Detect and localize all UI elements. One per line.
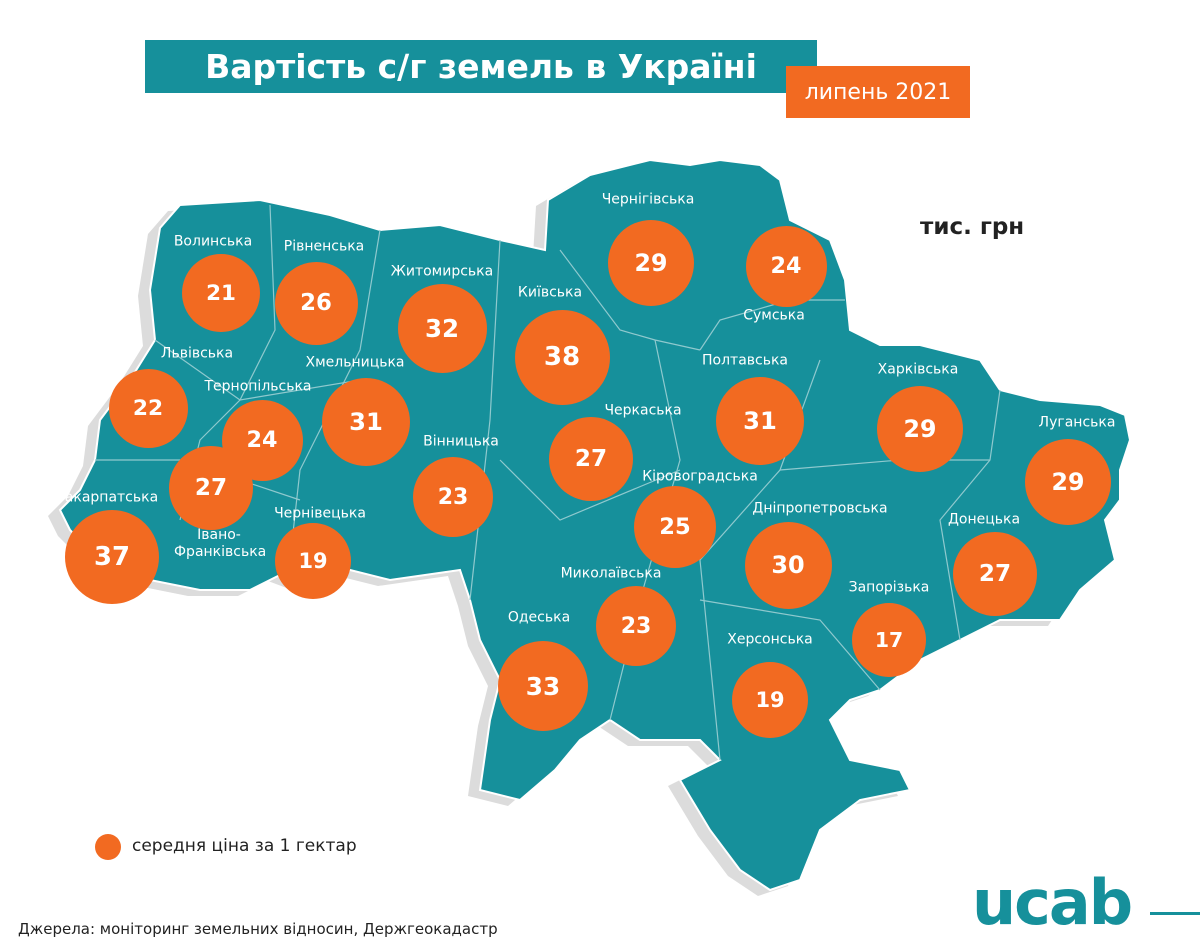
price-value: 23 — [437, 484, 469, 510]
region-name: Дніпропетровська — [752, 500, 888, 517]
region-name: Волинська — [173, 233, 253, 250]
region-name: Полтавська — [701, 352, 789, 369]
price-bubble: 33 — [498, 641, 588, 731]
price-bubble: 27 — [549, 417, 633, 501]
price-value: 23 — [620, 613, 652, 639]
price-value: 24 — [770, 253, 802, 279]
price-value: 32 — [424, 313, 460, 343]
price-value: 38 — [543, 342, 581, 372]
region-name: Одеська — [507, 609, 571, 626]
logo-line — [1150, 912, 1200, 915]
price-value: 24 — [246, 427, 278, 453]
price-bubble: 30 — [744, 521, 832, 609]
price-value: 27 — [194, 475, 228, 501]
title: Вартість с/г земель в Україні — [145, 40, 817, 93]
region-name: Львівська — [160, 345, 234, 362]
region-name: Івано-Франківська — [174, 527, 267, 560]
price-bubble: 29 — [1025, 439, 1111, 525]
price-bubble: 22 — [108, 368, 188, 448]
legend-label: середня ціна за 1 гектар — [132, 836, 357, 856]
date-badge: липень 2021 — [786, 66, 970, 118]
price-value: 19 — [755, 688, 785, 712]
price-bubble: 37 — [65, 510, 159, 604]
region-name: Запорізька — [848, 579, 930, 596]
price-bubble: 21 — [182, 254, 260, 332]
region-name: Донецька — [947, 511, 1021, 528]
price-bubble: 17 — [852, 603, 926, 677]
price-bubble: 23 — [596, 586, 676, 666]
region-name: Хмельницька — [305, 354, 405, 371]
unit-label: тис. грн — [920, 214, 1025, 240]
price-value: 26 — [300, 290, 332, 316]
legend-marker — [95, 834, 121, 860]
region-name: Харківська — [877, 361, 959, 378]
region-name: Луганська — [1038, 414, 1116, 431]
price-bubble: 31 — [716, 377, 804, 465]
region-name: Тернопільська — [204, 378, 312, 395]
price-bubble: 19 — [275, 523, 351, 599]
region-name: Миколаївська — [560, 565, 662, 582]
region-name: Рівненська — [283, 238, 365, 255]
price-value: 37 — [94, 542, 130, 572]
region-name: Київська — [517, 284, 583, 301]
price-bubble: 27 — [953, 532, 1037, 616]
price-bubble: 29 — [877, 386, 963, 472]
price-value: 19 — [298, 549, 328, 573]
price-value: 21 — [206, 280, 236, 306]
region-name: Чернівецька — [274, 505, 366, 522]
region-name: Сумська — [743, 307, 805, 324]
region-name: Черкаська — [604, 402, 682, 419]
price-value: 31 — [349, 408, 383, 436]
price-value: 30 — [771, 551, 805, 579]
region-name: Вінницька — [423, 433, 499, 450]
price-bubble: 24 — [745, 225, 827, 307]
logo: ucab — [972, 866, 1133, 939]
region-name: Житомирська — [390, 263, 494, 280]
price-bubble: 27 — [169, 446, 253, 530]
price-bubble: 19 — [732, 662, 808, 738]
price-value: 29 — [634, 249, 668, 277]
price-value: 17 — [874, 628, 904, 652]
price-bubble: 38 — [514, 309, 610, 405]
price-value: 31 — [743, 407, 777, 435]
price-bubble: 29 — [608, 220, 694, 306]
region-name: Кіровоградська — [642, 468, 758, 485]
region-name: Чернігівська — [601, 191, 695, 208]
source: Джерела: моніторинг земельних відносин, … — [18, 920, 498, 938]
price-value: 29 — [1051, 468, 1085, 496]
price-value: 22 — [132, 395, 164, 421]
price-bubble: 23 — [413, 457, 493, 537]
price-bubble: 32 — [397, 283, 487, 373]
price-value: 27 — [978, 561, 1012, 587]
price-value: 33 — [525, 671, 561, 701]
price-bubble: 31 — [322, 378, 410, 466]
region-name: Закарпатська — [55, 489, 159, 506]
price-value: 25 — [659, 514, 691, 540]
price-value: 27 — [574, 446, 608, 472]
price-value: 29 — [903, 415, 937, 443]
region-name: Херсонська — [727, 631, 813, 648]
price-bubble: 26 — [274, 261, 358, 345]
price-bubble: 25 — [634, 486, 716, 568]
